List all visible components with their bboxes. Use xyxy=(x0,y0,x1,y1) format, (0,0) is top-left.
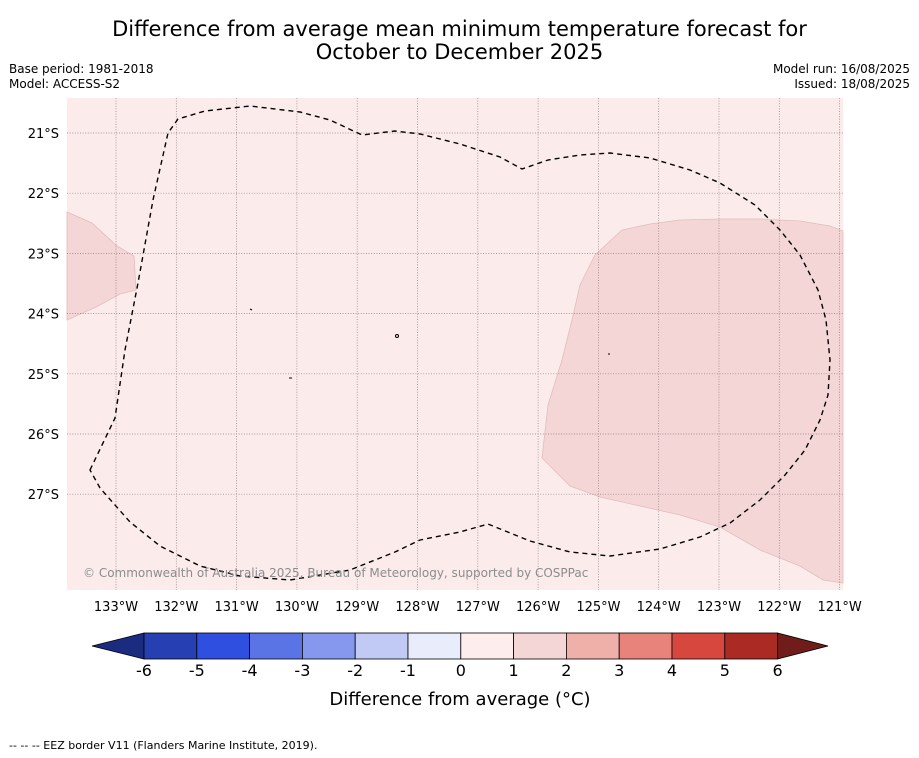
colorbar-segment xyxy=(407,632,462,660)
longitude-labels: 133°W 132°W 131°W 130°W 129°W 128°W 127°W 126°W… xyxy=(94,600,862,615)
model-name: Model: ACCESS-S2 xyxy=(9,77,121,91)
colorbar-segment xyxy=(301,632,356,660)
colorbar-segment xyxy=(354,632,409,660)
latitude-labels: 21°S 22°S 23°S 24°S 25°S 26°S 27°S xyxy=(28,127,59,503)
model-run: Model run: 16/08/2025 xyxy=(772,62,910,76)
colorbar-segment xyxy=(143,632,198,660)
colorbar-tick-label: -6 xyxy=(136,661,152,680)
longitude-label: 126°W xyxy=(516,600,560,615)
latitude-label: 21°S xyxy=(28,127,59,142)
colorbar-tick-label: -4 xyxy=(242,661,258,680)
colorbar-tick-label: 5 xyxy=(720,661,730,680)
latitude-label: 27°S xyxy=(28,488,59,503)
colorbar-title: Difference from average (°C) xyxy=(329,689,590,710)
colorbar-tick-label: -1 xyxy=(400,661,416,680)
colorbar-tick-label: 6 xyxy=(773,661,783,680)
issued-date: Issued: 18/08/2025 xyxy=(794,77,910,91)
colorbar-segment xyxy=(566,632,620,660)
longitude-label: 132°W xyxy=(154,600,198,615)
colorbar-tick-label: 0 xyxy=(456,661,466,680)
eez-legend-note: -- -- -- EEZ border V11 (Flanders Marine… xyxy=(9,739,318,752)
latitude-label: 25°S xyxy=(28,368,59,383)
colorbar-tick-labels: -6 -5 -4 -3 -2 -1 0 1 2 3 4 5 6 xyxy=(136,661,783,680)
title-line-2: October to December 2025 xyxy=(315,40,604,64)
longitude-label: 129°W xyxy=(335,600,379,615)
copyright-text: © Commonwealth of Australia 2025, Bureau… xyxy=(83,566,588,580)
colorbar-tick-label: -2 xyxy=(347,661,363,680)
longitude-label: 130°W xyxy=(275,600,319,615)
colorbar-tick-label: -5 xyxy=(189,661,205,680)
latitude-label: 22°S xyxy=(28,187,59,202)
base-period: Base period: 1981-2018 xyxy=(9,62,154,76)
eez-border xyxy=(89,105,831,581)
colorbar-tick-label: 4 xyxy=(667,661,677,680)
colorbar-extend-high xyxy=(777,632,829,660)
colorbar-tick-label: -3 xyxy=(294,661,310,680)
colorbar-tick-label: 2 xyxy=(561,661,571,680)
colorbar-tick-label: 3 xyxy=(614,661,624,680)
latitude-label: 24°S xyxy=(28,308,59,323)
longitude-label: 131°W xyxy=(215,600,259,615)
island-marker xyxy=(249,308,253,311)
colorbar-tick-label: 1 xyxy=(509,661,519,680)
longitude-label: 133°W xyxy=(94,600,138,615)
title-line-1: Difference from average mean minimum tem… xyxy=(112,17,807,41)
colorbar-segment xyxy=(671,632,726,660)
colorbar-segment xyxy=(618,632,673,660)
longitude-label: 125°W xyxy=(576,600,620,615)
latitude-label: 23°S xyxy=(28,247,59,262)
graticule xyxy=(67,98,843,590)
colorbar-segment xyxy=(724,632,778,660)
longitude-label: 124°W xyxy=(637,600,681,615)
colorbar-segment xyxy=(513,632,567,660)
forecast-info-right: Model run: 16/08/2025 Issued: 18/08/2025 xyxy=(773,62,910,92)
colorbar-segment xyxy=(249,632,303,660)
island-marker xyxy=(395,334,399,338)
longitude-label: 121°W xyxy=(818,600,862,615)
colorbar xyxy=(91,632,829,660)
longitude-label: 128°W xyxy=(395,600,439,615)
island-markers xyxy=(249,308,610,379)
forecast-info-left: Base period: 1981-2018 Model: ACCESS-S2 xyxy=(9,62,154,92)
colorbar-extend-low xyxy=(91,632,145,660)
longitude-label: 123°W xyxy=(697,600,741,615)
latitude-label: 26°S xyxy=(28,428,59,443)
map-title: Difference from average mean minimum tem… xyxy=(0,18,919,64)
colorbar-segment xyxy=(196,632,251,660)
anomaly-region-west xyxy=(66,211,137,321)
longitude-label: 122°W xyxy=(757,600,801,615)
colorbar-segment xyxy=(460,632,514,660)
longitude-label: 127°W xyxy=(456,600,500,615)
